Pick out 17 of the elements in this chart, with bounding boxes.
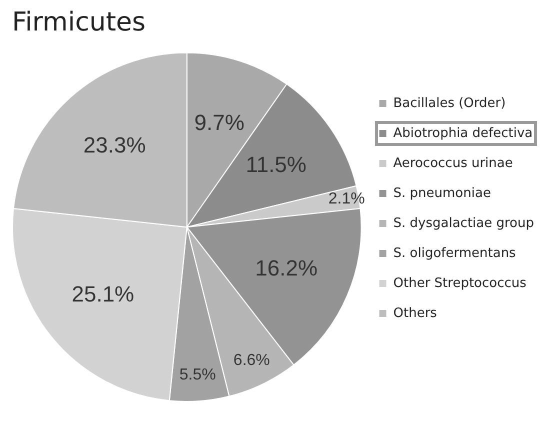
data-label: 9.7%	[194, 110, 244, 136]
data-label: 23.3%	[83, 132, 146, 158]
legend-label: Aerococcus urinae	[393, 156, 513, 171]
legend-label: S. dysgalactiae group	[393, 216, 534, 231]
data-label: 11.5%	[246, 152, 306, 178]
legend-label: S. oligofermentans	[393, 246, 516, 261]
data-label: 16.2%	[255, 255, 318, 280]
data-label: 6.6%	[233, 352, 270, 369]
legend-label: Abiotrophia defectiva	[393, 126, 533, 141]
data-label: 25.1%	[72, 281, 134, 306]
legend-label: Bacillales (Order)	[393, 96, 506, 111]
legend-label: S. pneumoniae	[393, 186, 491, 201]
data-label: 5.5%	[179, 366, 216, 384]
chart-title: Firmicutes	[12, 7, 146, 38]
legend-label: Others	[393, 306, 438, 321]
data-label: 2.1%	[328, 190, 365, 208]
legend-label: Other Streptococcus	[393, 276, 527, 291]
